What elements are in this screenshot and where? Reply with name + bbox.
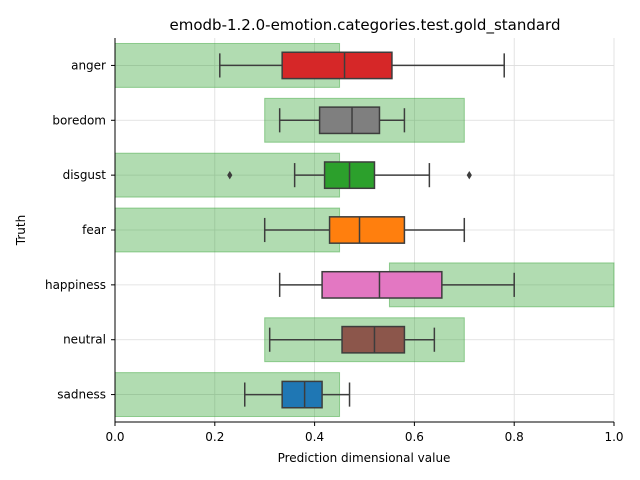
iqr-box	[328, 216, 406, 244]
box-anger	[219, 51, 505, 80]
outlier-point	[227, 170, 233, 180]
y-tick-label-neutral: neutral	[63, 333, 106, 347]
box-boredom	[278, 106, 406, 135]
y-tick-label-sadness: sadness	[57, 388, 106, 402]
chart-title: emodb-1.2.0-emotion.categories.test.gold…	[170, 16, 561, 35]
x-tick-label: 0.4	[305, 430, 324, 444]
target-range-bands	[114, 42, 615, 418]
box-happiness	[278, 270, 515, 299]
x-tick-label: 1.0	[604, 430, 623, 444]
box-fear	[263, 216, 466, 244]
x-tick-label: 0.8	[505, 430, 524, 444]
y-tick-label-anger: anger	[71, 58, 106, 72]
x-tick-label: 0.2	[205, 430, 224, 444]
y-tick-label-fear: fear	[82, 223, 106, 237]
y-axis-label: Truth	[14, 215, 28, 246]
iqr-box	[281, 380, 323, 409]
y-tick-label-disgust: disgust	[63, 168, 107, 182]
grid	[114, 38, 615, 422]
iqr-box	[318, 106, 381, 135]
y-tick-label-boredom: boredom	[52, 113, 106, 127]
box-sadness	[243, 380, 351, 409]
iqr-box	[281, 51, 393, 80]
outlier-point	[466, 170, 472, 180]
iqr-box	[341, 325, 406, 354]
x-tick-label: 0.6	[405, 430, 424, 444]
box-disgust	[227, 161, 472, 190]
box-neutral	[268, 325, 436, 354]
boxes	[219, 51, 515, 409]
x-axis-label: Prediction dimensional value	[278, 451, 451, 465]
axes: 0.0 0.2 0.4 0.6 0.8 1.0 anger boredom disgust fea…	[45, 38, 624, 444]
y-tick-label-happiness: happiness	[45, 278, 106, 292]
x-tick-label: 0.0	[105, 430, 124, 444]
iqr-box	[321, 270, 443, 299]
